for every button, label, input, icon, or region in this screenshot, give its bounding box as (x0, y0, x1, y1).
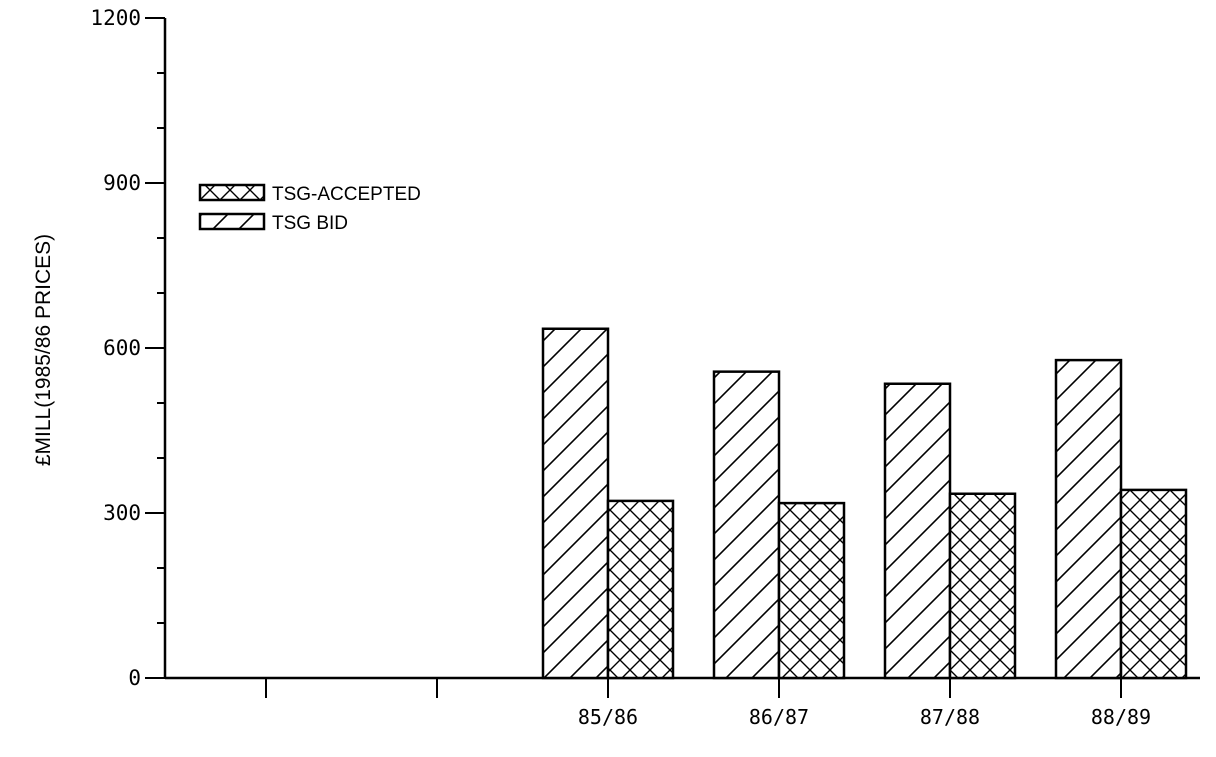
bar-tsg-accepted-86-87 (777, 501, 846, 680)
bar-tsg-accepted-87-88 (948, 492, 1017, 680)
y-tick-label: 1200 (90, 6, 141, 30)
bar-tsg-accepted-88-89 (1119, 488, 1188, 680)
bar-tsg-bid-85-86 (541, 327, 610, 680)
x-tick-label: 87/88 (920, 705, 980, 729)
bar-tsg-bid-88-89 (1054, 358, 1123, 680)
legend: TSG-ACCEPTED TSG BID (198, 183, 421, 234)
x-axis: 85/86 86/87 87/88 88/89 (165, 676, 1200, 729)
y-tick-label: 300 (103, 501, 141, 525)
y-tick-label: 900 (103, 171, 141, 195)
bar-tsg-accepted-85-86 (606, 499, 675, 680)
legend-label-tsg-accepted: TSG-ACCEPTED (272, 184, 421, 205)
x-tick-label: 85/86 (578, 705, 638, 729)
bar-tsg-bid-87-88 (883, 382, 952, 680)
x-tick-label: 86/87 (749, 705, 809, 729)
y-tick-label: 0 (128, 666, 141, 690)
bar-tsg-bid-86-87 (712, 370, 781, 680)
legend-swatch-tsg-bid (198, 212, 266, 231)
y-axis: 0 300 600 900 1200 (90, 6, 167, 690)
y-tick-label: 600 (103, 336, 141, 360)
bars (541, 327, 1188, 680)
x-tick-label: 88/89 (1091, 705, 1151, 729)
y-axis-title: £MILL(1985/86 PRICES) (32, 234, 55, 466)
legend-swatch-tsg-accepted (198, 183, 266, 202)
legend-label-tsg-bid: TSG BID (272, 213, 348, 234)
